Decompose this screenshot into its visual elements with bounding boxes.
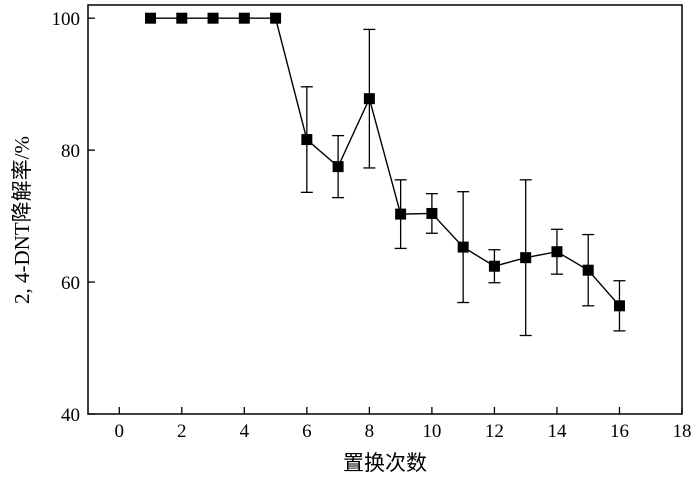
data-point — [176, 12, 188, 24]
error-bars — [300, 28, 626, 337]
x-tick-label: 12 — [485, 421, 504, 442]
data-point — [238, 12, 250, 24]
series-line — [150, 17, 620, 307]
data-point — [520, 252, 532, 264]
y-tick-label: 80 — [61, 141, 80, 162]
y-tick-label: 100 — [52, 9, 81, 30]
x-tick-label: 8 — [365, 421, 375, 442]
y-tick-label: 60 — [61, 273, 80, 294]
x-tick-label: 4 — [240, 421, 250, 442]
data-point — [551, 246, 563, 258]
y-axis-ticks: 40 60 80 100 — [52, 9, 95, 426]
data-point — [207, 12, 219, 24]
plot-frame — [87, 4, 683, 415]
data-point — [613, 300, 625, 312]
data-point — [457, 241, 469, 253]
data-point — [301, 134, 313, 146]
data-point — [395, 208, 407, 220]
data-point — [426, 207, 438, 219]
x-tick-label: 0 — [115, 421, 125, 442]
data-point — [270, 12, 282, 24]
x-tick-label: 16 — [610, 421, 629, 442]
data-point — [332, 161, 344, 173]
data-point — [145, 12, 157, 24]
x-tick-label: 6 — [302, 421, 312, 442]
x-tick-label: 2 — [177, 421, 187, 442]
data-markers — [145, 12, 625, 312]
x-tick-label: 10 — [422, 421, 441, 442]
y-axis-title: 2, 4-DNT降解率/% — [10, 136, 34, 304]
data-point — [582, 264, 594, 276]
data-point — [488, 260, 500, 272]
x-tick-label: 18 — [673, 421, 692, 442]
y-tick-label: 40 — [61, 405, 80, 426]
data-point — [363, 93, 375, 105]
x-axis-title: 置换次数 — [343, 451, 427, 475]
x-tick-label: 14 — [547, 421, 567, 442]
x-axis-ticks: 0 2 4 6 8 10 12 14 16 18 — [115, 407, 692, 442]
